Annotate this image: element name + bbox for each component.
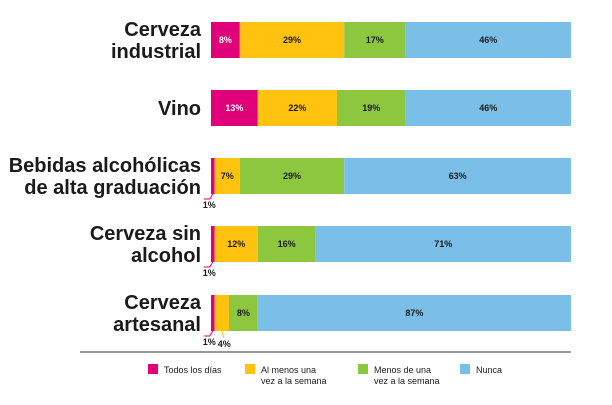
legend-label: Menos de una [374,365,431,375]
data-label: 29% [283,35,301,45]
leader-line [221,330,225,339]
bar-segment [337,90,406,126]
category-label: Vino [158,98,201,120]
bar-segment [211,226,215,262]
category-label: de alta graduación [24,177,201,199]
bar-segment [211,158,215,194]
bar-segment [344,22,406,58]
category-label: Cerveza [124,19,202,41]
legend-swatch [460,364,470,374]
legend-label: vez a la semana [374,376,440,386]
bar-segment [239,158,345,194]
bar-segment [214,226,258,262]
data-label: 63% [449,171,467,181]
legend-label: Todos los días [164,365,222,375]
legend-swatch [148,364,158,374]
category-label: industrial [111,41,201,63]
data-label: 8% [237,308,250,318]
data-label: 22% [288,103,306,113]
data-label: 46% [479,35,497,45]
data-label: 87% [405,308,423,318]
category-label: Cerveza sin [90,223,201,245]
category-label: alcohol [131,245,201,267]
data-label: 12% [227,239,245,249]
data-label: 8% [219,35,232,45]
legend-swatch [358,364,368,374]
bar-segment [344,158,571,194]
bar-segment [239,22,345,58]
bar-segment [315,226,571,262]
data-label-external: 1% [203,268,216,278]
bar-segment [229,295,258,331]
category-label: artesanal [113,314,201,336]
bar-segment [257,295,571,331]
data-label: 19% [362,103,380,113]
data-label-external: 1% [203,337,216,347]
bar-segment [211,22,240,58]
data-label-external: 4% [218,339,231,349]
leader-line [203,193,214,200]
data-label: 29% [283,171,301,181]
bar-segment [257,226,316,262]
bar-segment [257,90,337,126]
bar-segment [211,295,215,331]
data-label-external: 1% [203,200,216,210]
bar-segment [405,22,571,58]
data-label: 7% [221,171,234,181]
category-label: Cerveza [124,292,202,314]
bar-segment [405,90,571,126]
data-label: 46% [479,103,497,113]
leader-line [203,330,214,337]
bar-segment [211,90,258,126]
bar-segment [214,158,240,194]
leader-line [203,261,214,268]
legend-label: Al menos una [261,365,316,375]
legend-label: Nunca [476,365,502,375]
legend-label: vez a la semana [261,376,327,386]
data-label: 16% [278,239,296,249]
bar-segment [214,295,229,331]
category-label: Bebidas alcohólicas [9,155,201,177]
legend-swatch [245,364,255,374]
data-label: 17% [366,35,384,45]
data-label: 13% [225,103,243,113]
data-label: 71% [434,239,452,249]
